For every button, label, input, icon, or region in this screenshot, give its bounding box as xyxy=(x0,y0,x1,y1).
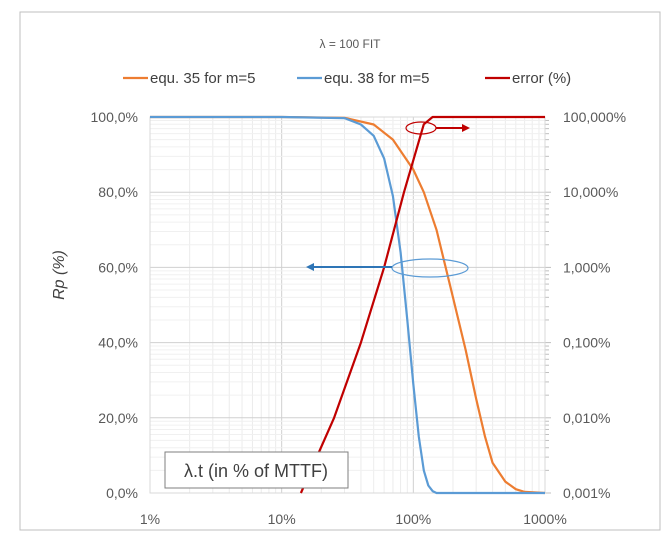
x-axis-label-box: λ.t (in % of MTTF) xyxy=(164,451,349,489)
y-left-tick-label: 60,0% xyxy=(98,259,138,275)
y-left-tick-label: 40,0% xyxy=(98,335,138,351)
gridlines xyxy=(149,116,551,494)
series-lines xyxy=(150,115,546,495)
y-axis-label: Rp (%) xyxy=(51,250,68,300)
rp-arrow-head xyxy=(306,263,314,271)
y-left-tick-label: 20,0% xyxy=(98,410,138,426)
y-left-tick-label: 80,0% xyxy=(98,184,138,200)
y-right-tick-label: 1,000% xyxy=(563,259,610,275)
legend-label-eq38: equ. 38 for m=5 xyxy=(324,70,429,87)
y-right-tick-label: 10,000% xyxy=(563,184,618,200)
legend-label-error: error (%) xyxy=(512,70,571,87)
series-eq35-line xyxy=(150,115,546,495)
series-error-line xyxy=(299,115,545,494)
legend: equ. 35 for m=5 equ. 38 for m=5 error (%… xyxy=(123,70,571,87)
y-right-tick-label: 100,000% xyxy=(563,109,626,125)
error-arrow-head xyxy=(462,124,470,132)
legend-label-eq35: equ. 35 for m=5 xyxy=(150,70,255,87)
x-tick-label: 100% xyxy=(395,511,431,527)
y-right-tick-label: 0,010% xyxy=(563,410,610,426)
x-axis-ticks: 1% 10% 100% 1000% xyxy=(140,511,567,527)
x-tick-label: 1000% xyxy=(523,511,567,527)
x-tick-label: 1% xyxy=(140,511,160,527)
x-axis-label: λ.t (in % of MTTF) xyxy=(184,461,328,481)
y-left-tick-label: 100,0% xyxy=(91,109,138,125)
y-right-axis-ticks: 0,001% 0,010% 0,100% 1,000% 10,000% 100,000% xyxy=(563,109,626,501)
series-eq38-line xyxy=(150,115,545,495)
y-right-tick-label: 0,100% xyxy=(563,335,610,351)
plot-area xyxy=(149,116,546,494)
x-tick-label: 10% xyxy=(268,511,296,527)
y-left-tick-label: 0,0% xyxy=(106,485,138,501)
y-left-axis-ticks: 0,0% 20,0% 40,0% 60,0% 80,0% 100,0% xyxy=(91,109,138,501)
x-axis-label-border xyxy=(164,451,349,489)
annotations xyxy=(306,121,470,278)
y-right-tick-label: 0,001% xyxy=(563,485,610,501)
chart-title: λ = 100 FIT xyxy=(319,37,381,51)
